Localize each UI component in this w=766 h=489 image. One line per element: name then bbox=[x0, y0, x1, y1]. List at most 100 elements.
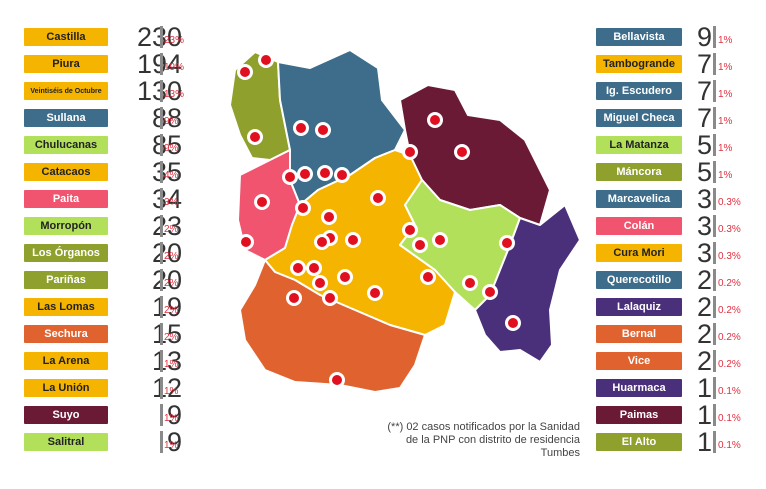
separator-bar bbox=[713, 80, 716, 102]
case-percent: 2% bbox=[164, 224, 179, 235]
case-percent: 1% bbox=[718, 62, 733, 73]
case-percent: 2% bbox=[164, 332, 179, 343]
district-name: Vice bbox=[596, 352, 682, 370]
case-marker-dot bbox=[289, 293, 299, 303]
district-name: Pariñas bbox=[24, 271, 108, 289]
district-name: La Arena bbox=[24, 352, 108, 370]
district-row: Suyo 9 1% bbox=[24, 400, 199, 430]
case-marker-dot bbox=[340, 272, 350, 282]
case-marker-dot bbox=[240, 67, 250, 77]
district-row: El Alto 1 0.1% bbox=[596, 427, 756, 457]
separator-bar bbox=[160, 26, 163, 48]
case-count: 9 bbox=[166, 400, 182, 430]
district-row: Los Órganos 20 2% bbox=[24, 238, 199, 268]
separator-bar bbox=[713, 26, 716, 48]
case-marker-dot bbox=[293, 263, 303, 273]
case-count: 15 bbox=[151, 319, 182, 349]
case-percent: 9% bbox=[164, 116, 179, 127]
district-row: Sechura 15 2% bbox=[24, 319, 199, 349]
case-percent: 1% bbox=[164, 440, 179, 451]
separator-bar bbox=[160, 323, 163, 345]
case-count: 20 bbox=[151, 265, 182, 295]
case-percent: 1% bbox=[164, 386, 179, 397]
separator-bar bbox=[160, 242, 163, 264]
district-name: Sullana bbox=[24, 109, 108, 127]
case-marker-dot bbox=[370, 288, 380, 298]
case-percent: 13% bbox=[164, 89, 185, 100]
case-marker-dot bbox=[250, 132, 260, 142]
separator-bar bbox=[160, 215, 163, 237]
district-row: Catacaos 35 4% bbox=[24, 157, 199, 187]
district-row: Paita 34 3% bbox=[24, 184, 199, 214]
district-name: Miguel Checa bbox=[596, 109, 682, 127]
separator-bar bbox=[160, 350, 163, 372]
case-marker-dot bbox=[315, 278, 325, 288]
case-count: 88 bbox=[151, 103, 182, 133]
case-count: 5 bbox=[696, 157, 712, 187]
case-percent: 1% bbox=[718, 89, 733, 100]
case-marker-dot bbox=[435, 235, 445, 245]
case-percent: 1% bbox=[718, 116, 733, 127]
case-marker-dot bbox=[261, 55, 271, 65]
case-marker-dot bbox=[296, 123, 306, 133]
district-row: Bernal 2 0.2% bbox=[596, 319, 756, 349]
district-row: Colán 3 0.3% bbox=[596, 211, 756, 241]
case-count: 2 bbox=[696, 265, 712, 295]
case-marker-dot bbox=[415, 240, 425, 250]
case-marker-dot bbox=[502, 238, 512, 248]
separator-bar bbox=[713, 53, 716, 75]
case-marker-dot bbox=[332, 375, 342, 385]
case-marker-dot bbox=[373, 193, 383, 203]
case-percent: 2% bbox=[164, 278, 179, 289]
case-marker-dot bbox=[298, 203, 308, 213]
case-count: 3 bbox=[696, 211, 712, 241]
case-markers bbox=[237, 52, 521, 388]
case-count: 9 bbox=[696, 22, 712, 52]
separator-bar bbox=[713, 107, 716, 129]
district-name: Tambogrande bbox=[596, 55, 682, 73]
case-count: 7 bbox=[696, 103, 712, 133]
district-name: Bellavista bbox=[596, 28, 682, 46]
district-name: Los Órganos bbox=[24, 244, 108, 262]
district-row: Tambogrande 7 1% bbox=[596, 49, 756, 79]
case-count: 1 bbox=[696, 427, 712, 457]
district-name: Salitral bbox=[24, 433, 108, 451]
separator-bar bbox=[160, 296, 163, 318]
separator-bar bbox=[160, 80, 163, 102]
separator-bar bbox=[713, 242, 716, 264]
case-count: 12 bbox=[151, 373, 182, 403]
district-row: Querecotillo 2 0.2% bbox=[596, 265, 756, 295]
case-percent: 1% bbox=[718, 35, 733, 46]
district-name: Lalaquiz bbox=[596, 298, 682, 316]
district-row: Veintiséis de Octubre13013% bbox=[24, 76, 199, 106]
left-district-list: Castilla23023%Piura19419%Veintiséis de O… bbox=[24, 22, 199, 457]
district-row: Bellavista 9 1% bbox=[596, 22, 756, 52]
case-percent: 0.1% bbox=[718, 440, 741, 451]
case-percent: 0.2% bbox=[718, 278, 741, 289]
case-marker-dot bbox=[508, 318, 518, 328]
separator-bar bbox=[160, 107, 163, 129]
district-name: Cura Mori bbox=[596, 244, 682, 262]
case-count: 19 bbox=[151, 292, 182, 322]
separator-bar bbox=[713, 350, 716, 372]
district-name: Sechura bbox=[24, 325, 108, 343]
case-count: 9 bbox=[166, 427, 182, 457]
district-name: Colán bbox=[596, 217, 682, 235]
case-percent: 0.2% bbox=[718, 359, 741, 370]
case-count: 23 bbox=[151, 211, 182, 241]
case-percent: 0.3% bbox=[718, 197, 741, 208]
district-name: Querecotillo bbox=[596, 271, 682, 289]
district-row: Las Lomas 19 2% bbox=[24, 292, 199, 322]
case-percent: 0.3% bbox=[718, 224, 741, 235]
case-percent: 4% bbox=[164, 170, 179, 181]
case-marker-dot bbox=[348, 235, 358, 245]
district-name: Castilla bbox=[24, 28, 108, 46]
case-percent: 0.1% bbox=[718, 386, 741, 397]
district-name: Marcavelica bbox=[596, 190, 682, 208]
district-row: Marcavelica 3 0.3% bbox=[596, 184, 756, 214]
district-row: La Matanza 5 1% bbox=[596, 130, 756, 160]
case-marker-dot bbox=[423, 272, 433, 282]
case-count: 20 bbox=[151, 238, 182, 268]
case-count: 2 bbox=[696, 292, 712, 322]
district-row: Miguel Checa 7 1% bbox=[596, 103, 756, 133]
